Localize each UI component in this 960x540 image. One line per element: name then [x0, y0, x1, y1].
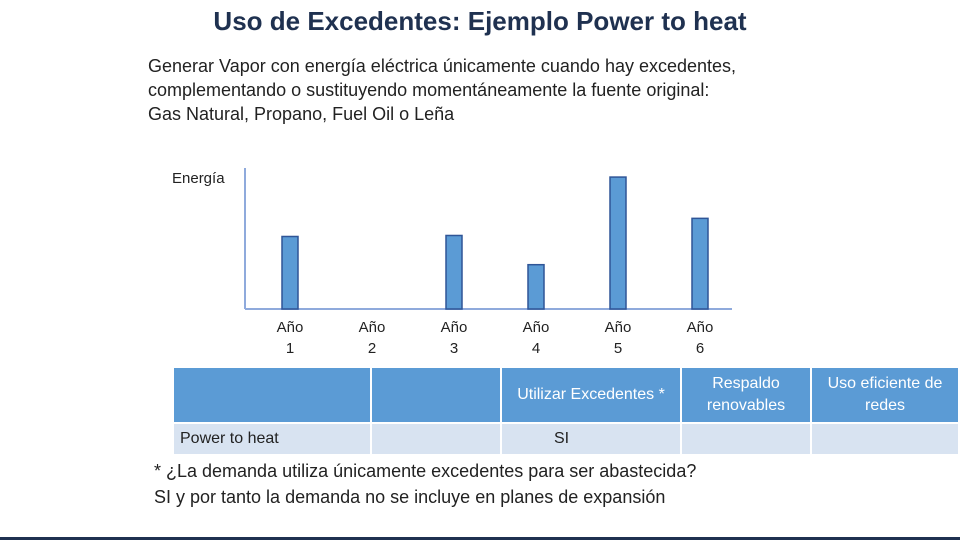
- row-label-power-to-heat: Power to heat: [172, 422, 372, 456]
- bar-year-4: [527, 263, 545, 310]
- intro-line: Generar Vapor con energía eléctrica únic…: [148, 56, 737, 76]
- x-tick-label: Año: [687, 319, 714, 336]
- x-tick-label: Año: [523, 319, 550, 336]
- x-tick-label: Año: [441, 319, 468, 336]
- header-cell-uso-eficiente: Uso eficiente de redes: [810, 366, 960, 424]
- row-cell: [810, 422, 960, 456]
- bottom-divider: [0, 537, 960, 540]
- row-cell-si: SI: [500, 422, 682, 456]
- slide-title: Uso de Excedentes: Ejemplo Power to heat: [213, 6, 747, 36]
- x-tick-label: Año: [277, 319, 304, 336]
- footnote: * ¿La demanda utiliza únicamente exceden…: [154, 458, 696, 510]
- x-tick-label: 6: [696, 340, 704, 357]
- y-axis-label: Energía: [172, 170, 225, 187]
- bar-year-1: [281, 235, 299, 310]
- footnote-line: SI y por tanto la demanda no se incluye …: [154, 487, 666, 507]
- row-cell: [370, 422, 502, 456]
- header-cell-empty-1: [172, 366, 372, 424]
- intro-line: Gas Natural, Propano, Fuel Oil o Leña: [148, 104, 455, 124]
- header-cell-utilizar-excedentes: Utilizar Excedentes *: [500, 366, 682, 424]
- x-tick-label: 1: [286, 340, 294, 357]
- row-cell: [680, 422, 812, 456]
- x-tick-label: 3: [450, 340, 458, 357]
- intro-line: complementando o sustituyendo momentánea…: [148, 80, 710, 100]
- bar-year-6: [691, 217, 709, 310]
- x-tick-label: 4: [532, 340, 540, 357]
- energy-bar-chart: Año 1 Año 2 Año 3 Año 4 Año 5 Año 6: [244, 168, 732, 357]
- header-cell-respaldo-renovables: Respaldo renovables: [680, 366, 812, 424]
- x-tick-label: Año: [605, 319, 632, 336]
- footnote-line: * ¿La demanda utiliza únicamente exceden…: [154, 461, 697, 481]
- x-tick-label: 5: [614, 340, 622, 357]
- bar-year-5: [609, 176, 627, 310]
- table-header-row: Utilizar Excedentes * Respaldo renovable…: [172, 366, 960, 424]
- bar-year-3: [445, 234, 463, 310]
- table-row: Power to heat SI: [172, 422, 960, 456]
- intro-text: Generar Vapor con energía eléctrica únic…: [148, 54, 848, 126]
- comparison-table: Utilizar Excedentes * Respaldo renovable…: [172, 366, 960, 456]
- x-tick-label: Año: [359, 319, 386, 336]
- x-tick-label: 2: [368, 340, 376, 357]
- header-cell-empty-2: [370, 366, 502, 424]
